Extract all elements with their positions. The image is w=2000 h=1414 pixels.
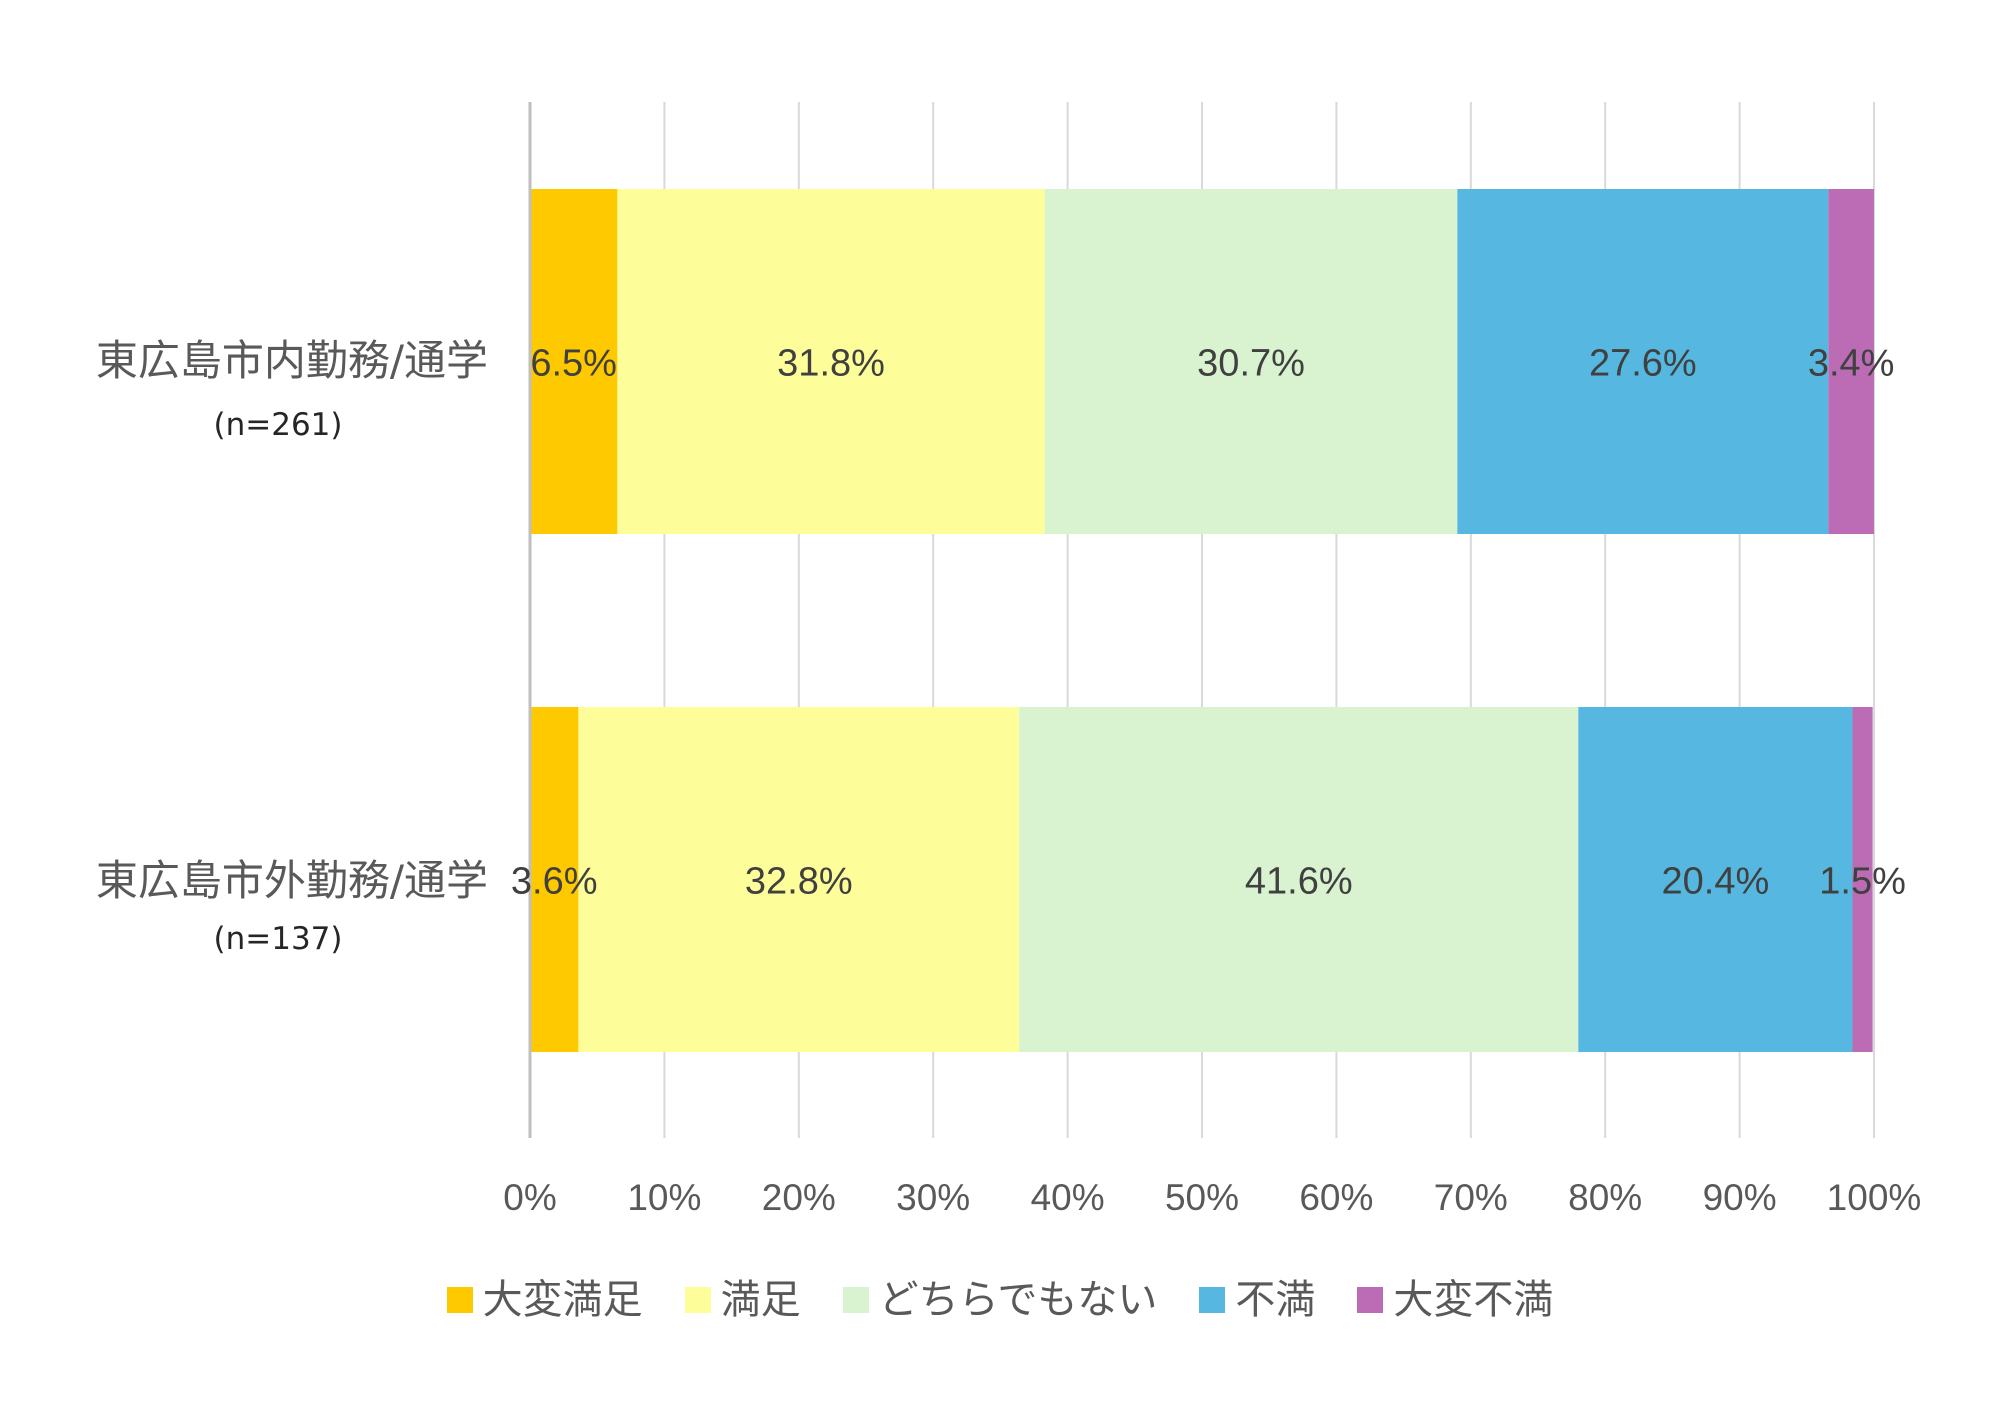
legend-item: 大変不満 — [1357, 1280, 1553, 1320]
bar-segment — [1852, 707, 1873, 1052]
x-tick-label: 30% — [896, 1177, 970, 1218]
bar-segment — [617, 189, 1045, 534]
x-tick-label: 0% — [503, 1177, 556, 1218]
x-tick-label: 20% — [762, 1177, 836, 1218]
legend-label: 満足 — [720, 1277, 801, 1323]
legend-swatch — [1357, 1287, 1384, 1313]
legend-item: 大変満足 — [446, 1277, 643, 1323]
category-sample-size: (n=261) — [213, 407, 343, 443]
data-label: 30.7% — [1197, 343, 1305, 385]
category-label: 東広島市外勤務/通学 — [95, 856, 488, 905]
bar-segment — [578, 707, 1020, 1052]
x-tick-label: 100% — [1827, 1177, 1922, 1218]
data-label: 41.6% — [1245, 861, 1353, 903]
legend-label: どちらでもない — [878, 1277, 1158, 1323]
bar-segment — [530, 189, 618, 534]
category-label: 東広島市内勤務/通学 — [95, 336, 488, 385]
x-tick-label: 70% — [1434, 1177, 1508, 1218]
legend-swatch — [446, 1287, 473, 1313]
bar-segment — [1044, 189, 1458, 534]
legend-swatch — [1199, 1287, 1226, 1313]
data-label: 6.5% — [530, 343, 617, 385]
bar-segment — [1578, 707, 1853, 1052]
x-tick-label: 80% — [1568, 1177, 1642, 1218]
x-tick-label: 60% — [1299, 1177, 1373, 1218]
data-label: 3.6% — [511, 861, 598, 903]
legend-label: 大変満足 — [482, 1277, 643, 1323]
x-tick-label: 90% — [1703, 1177, 1777, 1218]
bar-segment — [530, 707, 579, 1052]
data-label: 32.8% — [745, 861, 853, 903]
legend-label: 不満 — [1235, 1277, 1316, 1323]
legend-swatch — [842, 1287, 869, 1313]
bar-segment — [1019, 707, 1579, 1052]
bar-segment — [1457, 189, 1829, 534]
data-label: 20.4% — [1662, 861, 1770, 903]
legend-item: どちらでもない — [842, 1277, 1158, 1323]
data-label: 1.5% — [1819, 861, 1906, 903]
legend-swatch — [684, 1287, 711, 1313]
value-labels: 6.5% 31.8% 30.7% 27.6% 3.4% 3.6% 32.8% 41.6% 20.… — [511, 343, 1906, 903]
data-label: 3.4% — [1808, 343, 1895, 385]
legend: 大変満足 満足 どちらでもない 不満 大変不満 — [0, 1272, 2000, 1328]
data-label: 27.6% — [1589, 343, 1697, 385]
data-label: 31.8% — [777, 343, 885, 385]
x-tick-labels: 0% 10% 20% 30% 40% 50% 60% 70% 80% 90% 100% — [503, 1177, 1921, 1218]
bar-segments — [530, 189, 1874, 1052]
x-tick-label: 40% — [1031, 1177, 1105, 1218]
legend-label: 大変不満 — [1393, 1277, 1554, 1323]
category-sample-size: (n=137) — [213, 921, 343, 957]
bar-segment — [1828, 189, 1874, 534]
x-tick-label: 10% — [627, 1177, 701, 1218]
legend-item: 不満 — [1199, 1280, 1315, 1320]
x-tick-label: 50% — [1165, 1177, 1239, 1218]
legend-item: 満足 — [684, 1277, 801, 1323]
